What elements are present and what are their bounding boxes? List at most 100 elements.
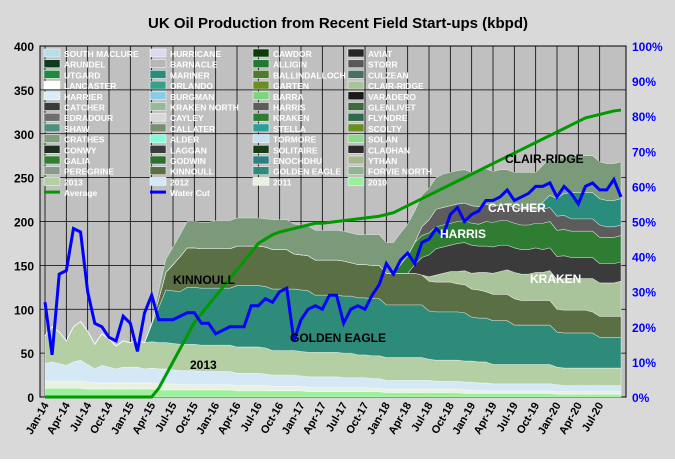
- legend-swatch-ythan: [347, 155, 365, 165]
- legend-label-tormore: TORMORE: [273, 135, 317, 145]
- legend-swatch-cawdor: [252, 48, 270, 58]
- legend-swatch-solitaire: [252, 145, 270, 154]
- legend-swatch-glenlivet: [347, 102, 365, 111]
- legend-swatch-cladhan: [347, 145, 365, 154]
- y2-tick-label: 10%: [632, 356, 656, 370]
- y2-tick-label: 50%: [632, 216, 656, 230]
- legend-swatch-lancaster: [43, 80, 61, 90]
- y-tick-label: 200: [14, 216, 34, 230]
- legend-label-conwy: CONWY: [64, 145, 97, 155]
- legend-label-solan: SOLAN: [368, 135, 398, 145]
- legend-label-average: Average: [64, 188, 98, 198]
- legend-label-peregrine: PEREGRINE: [64, 167, 114, 177]
- annotation-clair-ridge: CLAIR-RIDGE: [505, 152, 584, 166]
- legend-label-enochdhu: ENOCHDHU: [273, 156, 322, 166]
- legend-label-2010: 2010: [368, 177, 387, 187]
- legend-swatch-alder: [149, 134, 167, 143]
- y2-tick-label: 80%: [632, 110, 656, 124]
- legend-label-2012: 2012: [170, 177, 189, 187]
- chart-title: UK Oil Production from Recent Field Star…: [148, 15, 528, 32]
- legend-label-storr: STORR: [368, 60, 398, 70]
- annotation-kraken: KRAKEN: [530, 272, 581, 286]
- y2-tick-label: 30%: [632, 286, 656, 300]
- area-series: [44, 155, 622, 398]
- y2-tick-label: 90%: [632, 75, 656, 89]
- legend-label-lancaster: LANCASTER: [64, 81, 116, 91]
- legend-swatch-tormore: [252, 134, 270, 143]
- legend-label-stella: STELLA: [273, 124, 306, 134]
- legend-swatch-cayley: [149, 112, 167, 122]
- legend-label-hurricane: HURRICANE: [170, 49, 221, 59]
- y-tick-label: 300: [14, 128, 34, 142]
- legend-swatch-aviat: [347, 48, 365, 58]
- legend-swatch-golden-eagle: [252, 166, 270, 175]
- legend-label-south-maclure: SOUTH MACLURE: [64, 49, 139, 59]
- annotation-catcher: CATCHER: [488, 201, 546, 215]
- legend-label-harris: HARRIS: [273, 103, 306, 113]
- legend-swatch-scolty: [347, 123, 365, 133]
- legend-swatch-2012: [149, 177, 167, 186]
- legend-label-alligin: ALLIGIN: [273, 60, 307, 70]
- legend-swatch-barnacle: [149, 59, 167, 68]
- legend-swatch-ballindalloch: [252, 70, 270, 79]
- annotation-kinnoull: KINNOULL: [173, 273, 235, 287]
- legend-label-galia: GALIA: [64, 156, 90, 166]
- legend-swatch-arundel: [43, 59, 61, 68]
- legend-label-shaw: SHAW: [64, 124, 90, 134]
- legend-label-forvie-north: FORVIE NORTH: [368, 167, 432, 177]
- y-tick-label: 350: [14, 84, 34, 98]
- legend-swatch-solan: [347, 134, 365, 143]
- legend-swatch-shaw: [43, 123, 61, 133]
- legend-label-ballindalloch: BALLINDALLOCH: [273, 70, 346, 80]
- legend-swatch-enochdhu: [252, 155, 270, 165]
- y2-tick-label: 70%: [632, 145, 656, 159]
- legend-label-2013: 2013: [64, 177, 83, 187]
- legend-label-ythan: YTHAN: [368, 156, 397, 166]
- legend-label-kinnoull: KINNOULL: [170, 167, 214, 177]
- legend-label-godwin: GODWIN: [170, 156, 206, 166]
- legend-swatch-garten: [252, 80, 270, 90]
- legend: SOUTH MACLURE HURRICANE CAWDOR AVIAT ARUNDEL…: [43, 48, 432, 198]
- legend-swatch-mariner: [149, 70, 167, 79]
- legend-swatch-kraken: [252, 112, 270, 122]
- legend-label-kraken-north: KRAKEN NORTH: [170, 103, 239, 113]
- y2-tick-label: 20%: [632, 321, 656, 335]
- y-tick-label: 150: [14, 259, 34, 273]
- y2-tick-label: 60%: [632, 180, 656, 194]
- legend-swatch-clair-ridge: [347, 80, 365, 90]
- legend-swatch-laggan: [149, 145, 167, 154]
- annotation-golden-eagle: GOLDEN EAGLE: [290, 331, 386, 345]
- legend-label-scolty: SCOLTY: [368, 124, 402, 134]
- legend-swatch-flyndre: [347, 112, 365, 122]
- legend-swatch-culzean: [347, 70, 365, 79]
- annotation-2013: 2013: [190, 358, 217, 372]
- x-tick-label: Jul-20: [580, 401, 606, 435]
- legend-swatch-kraken-north: [149, 102, 167, 111]
- legend-swatch-catcher: [43, 102, 61, 111]
- legend-swatch-2010: [347, 177, 365, 186]
- legend-label-cawdor: CAWDOR: [273, 49, 312, 59]
- line-series: [43, 108, 623, 399]
- legend-label-utgard: UTGARD: [64, 70, 100, 80]
- legend-label-cladhan: CLADHAN: [368, 145, 410, 155]
- y-tick-label: 0: [27, 391, 34, 405]
- legend-label-burgman: BURGMAN: [170, 92, 214, 102]
- legend-label-laggan: LAGGAN: [170, 145, 207, 155]
- legend-swatch-alligin: [252, 59, 270, 68]
- legend-swatch-hurricane: [149, 48, 167, 58]
- legend-label-alder: ALDER: [170, 135, 199, 145]
- legend-swatch-utgard: [43, 70, 61, 79]
- y-tick-label: 50: [21, 347, 35, 361]
- y2-tick-label: 100%: [632, 40, 663, 54]
- legend-swatch-godwin: [149, 155, 167, 165]
- legend-label-cayley: CAYLEY: [170, 113, 204, 123]
- y2-tick-label: 0%: [632, 391, 650, 405]
- legend-label-golden-eagle: GOLDEN EAGLE: [273, 167, 341, 177]
- legend-swatch-peregrine: [43, 166, 61, 175]
- legend-swatch-2013: [43, 177, 61, 186]
- legend-swatch-storr: [347, 59, 365, 68]
- water-cut-line: [43, 176, 623, 356]
- legend-label-catcher: CATCHER: [64, 103, 105, 113]
